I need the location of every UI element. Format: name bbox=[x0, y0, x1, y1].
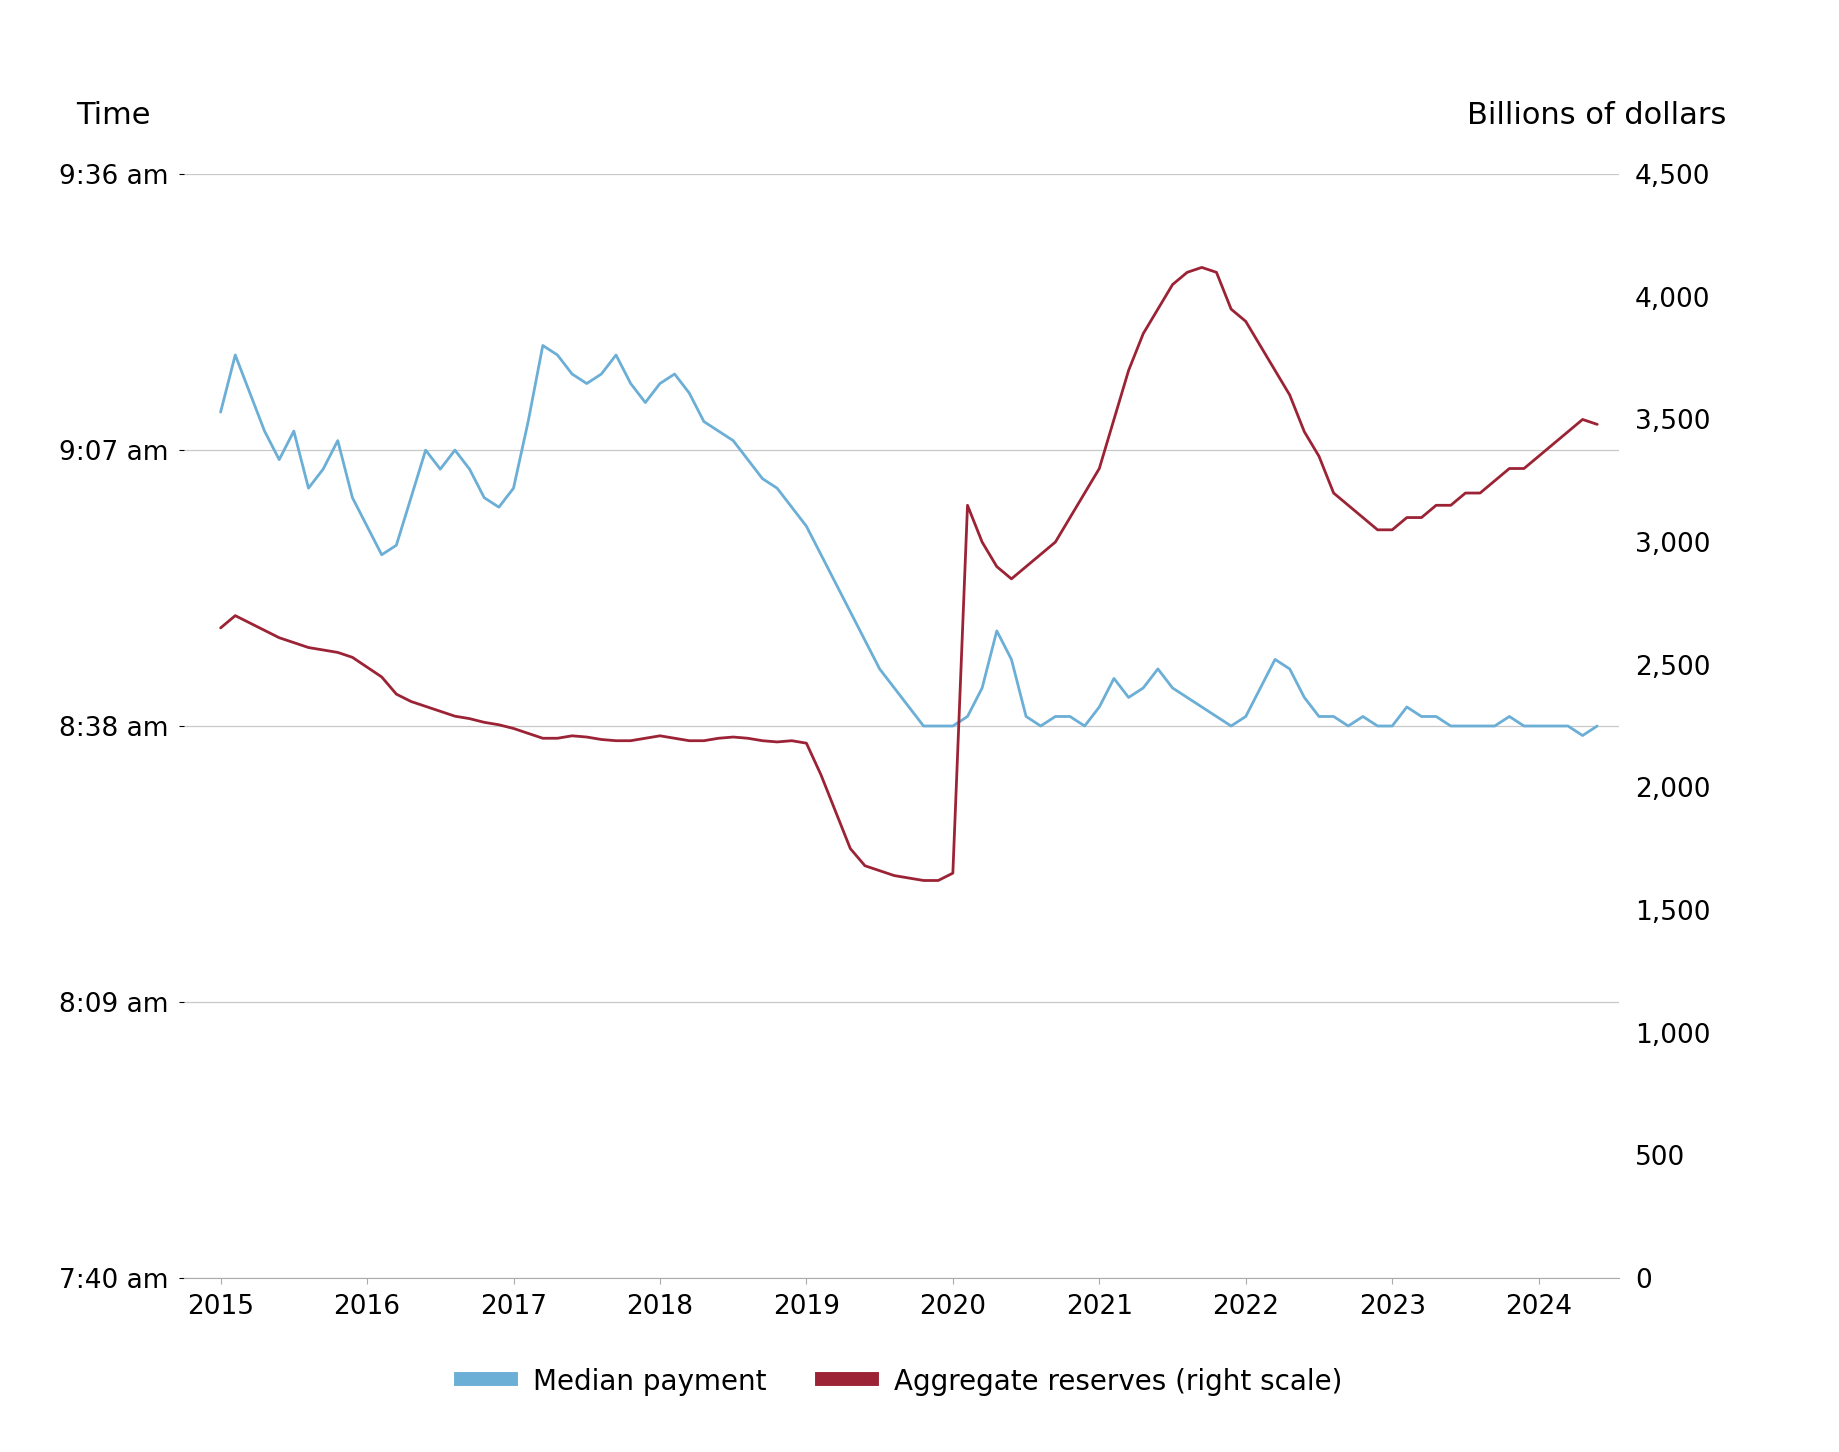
Legend: Median payment, Aggregate reserves (right scale): Median payment, Aggregate reserves (righ… bbox=[449, 1358, 1354, 1407]
Text: Billions of dollars: Billions of dollars bbox=[1468, 102, 1725, 131]
Text: Time: Time bbox=[77, 102, 151, 131]
